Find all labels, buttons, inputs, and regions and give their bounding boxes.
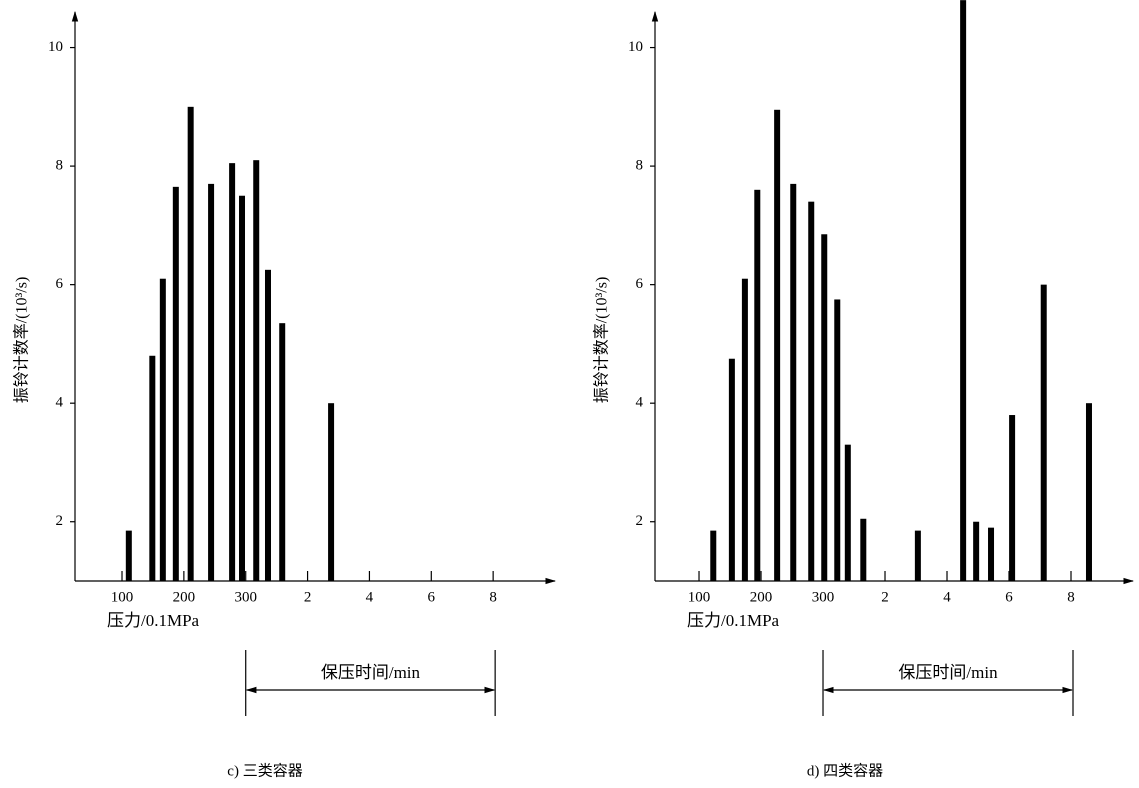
x-tick-label: 300 xyxy=(234,589,257,605)
x-axis-label: 压力/0.1MPa xyxy=(687,611,780,630)
y-tick-label: 2 xyxy=(56,513,64,529)
bar xyxy=(988,527,995,581)
y-tick-label: 6 xyxy=(56,276,64,292)
bar xyxy=(208,183,215,581)
bar xyxy=(172,186,179,582)
y-tick-label: 8 xyxy=(636,158,644,174)
x-tick-label: 100 xyxy=(688,589,711,605)
x-tick-label: 4 xyxy=(366,589,374,605)
bar xyxy=(1009,415,1016,581)
bar xyxy=(741,278,748,581)
y-tick-label: 4 xyxy=(56,395,64,411)
bar xyxy=(821,234,828,581)
bar xyxy=(710,530,717,581)
bar xyxy=(973,521,980,581)
y-tick-label: 6 xyxy=(636,276,644,292)
bar xyxy=(239,195,246,582)
bar xyxy=(774,109,781,581)
y-tick-label: 4 xyxy=(636,395,644,411)
bar xyxy=(1085,403,1092,581)
bar xyxy=(279,323,286,581)
x-axis-label: 压力/0.1MPa xyxy=(107,611,200,630)
x-tick-label: 2 xyxy=(881,589,889,605)
bar xyxy=(187,106,194,581)
x-tick-label: 200 xyxy=(173,589,196,605)
y-tick-label: 10 xyxy=(628,39,643,55)
x-tick-label: 8 xyxy=(489,589,497,605)
x-tick-label: 6 xyxy=(1005,589,1013,605)
x-tick-label: 4 xyxy=(943,589,951,605)
caption: d) 四类容器 xyxy=(807,762,883,779)
annotation: 保压时间/min xyxy=(898,663,998,682)
bar xyxy=(914,530,921,581)
bar xyxy=(328,403,335,581)
bar xyxy=(790,183,797,581)
x-tick-label: 2 xyxy=(304,589,312,605)
bar xyxy=(253,160,260,582)
y-axis-label: 振铃计数率/(10³/s) xyxy=(13,277,31,404)
bar xyxy=(159,278,166,581)
bar xyxy=(808,201,815,581)
bar xyxy=(149,355,156,581)
x-tick-label: 200 xyxy=(750,589,773,605)
y-tick-label: 2 xyxy=(636,513,644,529)
caption: c) 三类容器 xyxy=(227,762,302,779)
x-tick-label: 6 xyxy=(428,589,436,605)
y-axis-label: 振铃计数率/(10³/s) xyxy=(593,277,611,404)
x-tick-label: 8 xyxy=(1067,589,1075,605)
y-tick-label: 10 xyxy=(48,39,63,55)
bar xyxy=(264,269,271,581)
bar xyxy=(960,0,967,582)
bar xyxy=(844,444,851,581)
bar xyxy=(754,189,761,581)
annotation: 保压时间/min xyxy=(321,663,421,682)
x-tick-label: 100 xyxy=(111,589,134,605)
bar xyxy=(125,530,132,581)
bar xyxy=(1040,284,1047,581)
bar xyxy=(834,299,841,581)
bar xyxy=(728,358,735,581)
y-tick-label: 8 xyxy=(56,158,64,174)
bar xyxy=(229,163,236,581)
x-tick-label: 300 xyxy=(812,589,835,605)
bar xyxy=(860,518,867,581)
